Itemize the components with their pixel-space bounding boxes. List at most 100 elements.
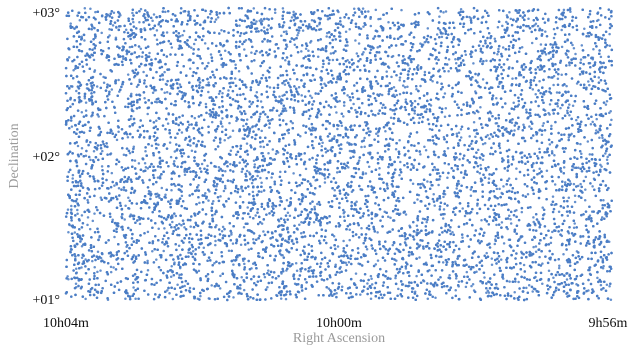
data-point: [117, 130, 120, 133]
data-point: [572, 226, 576, 230]
data-point: [565, 84, 568, 88]
data-point: [599, 283, 603, 287]
data-point: [608, 32, 611, 36]
data-point: [338, 99, 341, 103]
data-point: [80, 266, 83, 269]
data-point: [551, 230, 554, 234]
data-point: [293, 43, 297, 46]
data-point: [378, 166, 381, 170]
data-point: [157, 143, 160, 146]
data-point: [472, 62, 475, 65]
data-point: [304, 167, 308, 171]
data-point: [468, 135, 471, 138]
data-point: [419, 153, 422, 156]
data-point: [541, 206, 544, 209]
data-point: [496, 52, 499, 56]
data-point: [601, 266, 605, 270]
data-point: [609, 109, 612, 113]
data-point: [398, 92, 402, 96]
data-point: [567, 136, 571, 139]
data-point: [148, 51, 151, 55]
data-point: [108, 34, 111, 37]
data-point: [502, 185, 505, 188]
data-point: [415, 224, 419, 228]
data-point: [548, 143, 552, 146]
data-point: [218, 287, 222, 290]
data-point: [542, 122, 545, 125]
data-point: [476, 148, 480, 152]
data-point: [370, 283, 374, 286]
data-point: [520, 46, 524, 49]
data-point: [177, 244, 181, 247]
data-point: [566, 109, 569, 112]
data-point: [555, 91, 559, 94]
data-point: [207, 199, 210, 202]
data-point: [86, 198, 89, 202]
data-point: [606, 155, 609, 159]
data-point: [525, 108, 528, 111]
data-point: [481, 142, 485, 146]
data-point: [213, 262, 216, 265]
data-point: [310, 96, 314, 100]
data-point: [495, 187, 499, 191]
data-point: [258, 170, 261, 174]
data-point: [579, 58, 583, 61]
data-point: [325, 35, 328, 38]
data-point: [534, 250, 538, 254]
data-point: [454, 58, 457, 61]
data-point: [251, 125, 255, 128]
data-point: [532, 216, 535, 219]
data-point: [355, 52, 359, 55]
data-point: [562, 166, 566, 169]
data-point: [501, 24, 504, 28]
data-point: [203, 42, 207, 45]
data-point: [227, 249, 231, 252]
data-point: [455, 187, 458, 190]
data-point: [153, 100, 157, 104]
data-point: [242, 124, 245, 128]
data-point: [573, 155, 576, 159]
data-point: [284, 59, 287, 62]
data-point: [532, 245, 535, 249]
data-point: [240, 187, 243, 190]
data-point: [369, 297, 373, 301]
data-point: [556, 77, 560, 81]
data-point: [170, 265, 173, 268]
data-point: [600, 216, 604, 219]
data-point: [346, 94, 349, 97]
data-point: [83, 6, 87, 10]
data-point: [534, 245, 538, 248]
data-point: [327, 287, 331, 290]
data-point: [208, 12, 212, 16]
data-point: [517, 280, 520, 284]
data-point: [260, 222, 264, 225]
data-point: [132, 20, 135, 24]
data-point: [573, 200, 577, 204]
data-point: [344, 30, 348, 34]
data-point: [161, 237, 165, 241]
data-point: [78, 19, 82, 22]
data-point: [115, 26, 118, 29]
data-point: [435, 33, 439, 36]
data-point: [595, 117, 598, 121]
data-point: [84, 101, 88, 104]
data-point: [580, 169, 584, 173]
data-point: [220, 63, 223, 66]
data-point: [150, 144, 154, 147]
data-point: [254, 214, 257, 217]
data-point: [259, 176, 262, 180]
data-point: [158, 196, 161, 200]
data-point: [146, 230, 150, 234]
data-point: [363, 136, 366, 140]
data-point: [260, 181, 263, 185]
data-point: [401, 84, 405, 87]
data-point: [464, 285, 468, 289]
data-point: [84, 258, 87, 261]
data-point: [553, 183, 557, 186]
data-point: [411, 182, 415, 186]
data-point: [459, 128, 463, 131]
data-point: [344, 261, 347, 264]
data-point: [207, 81, 210, 84]
data-point: [323, 181, 327, 184]
data-point: [304, 47, 308, 50]
